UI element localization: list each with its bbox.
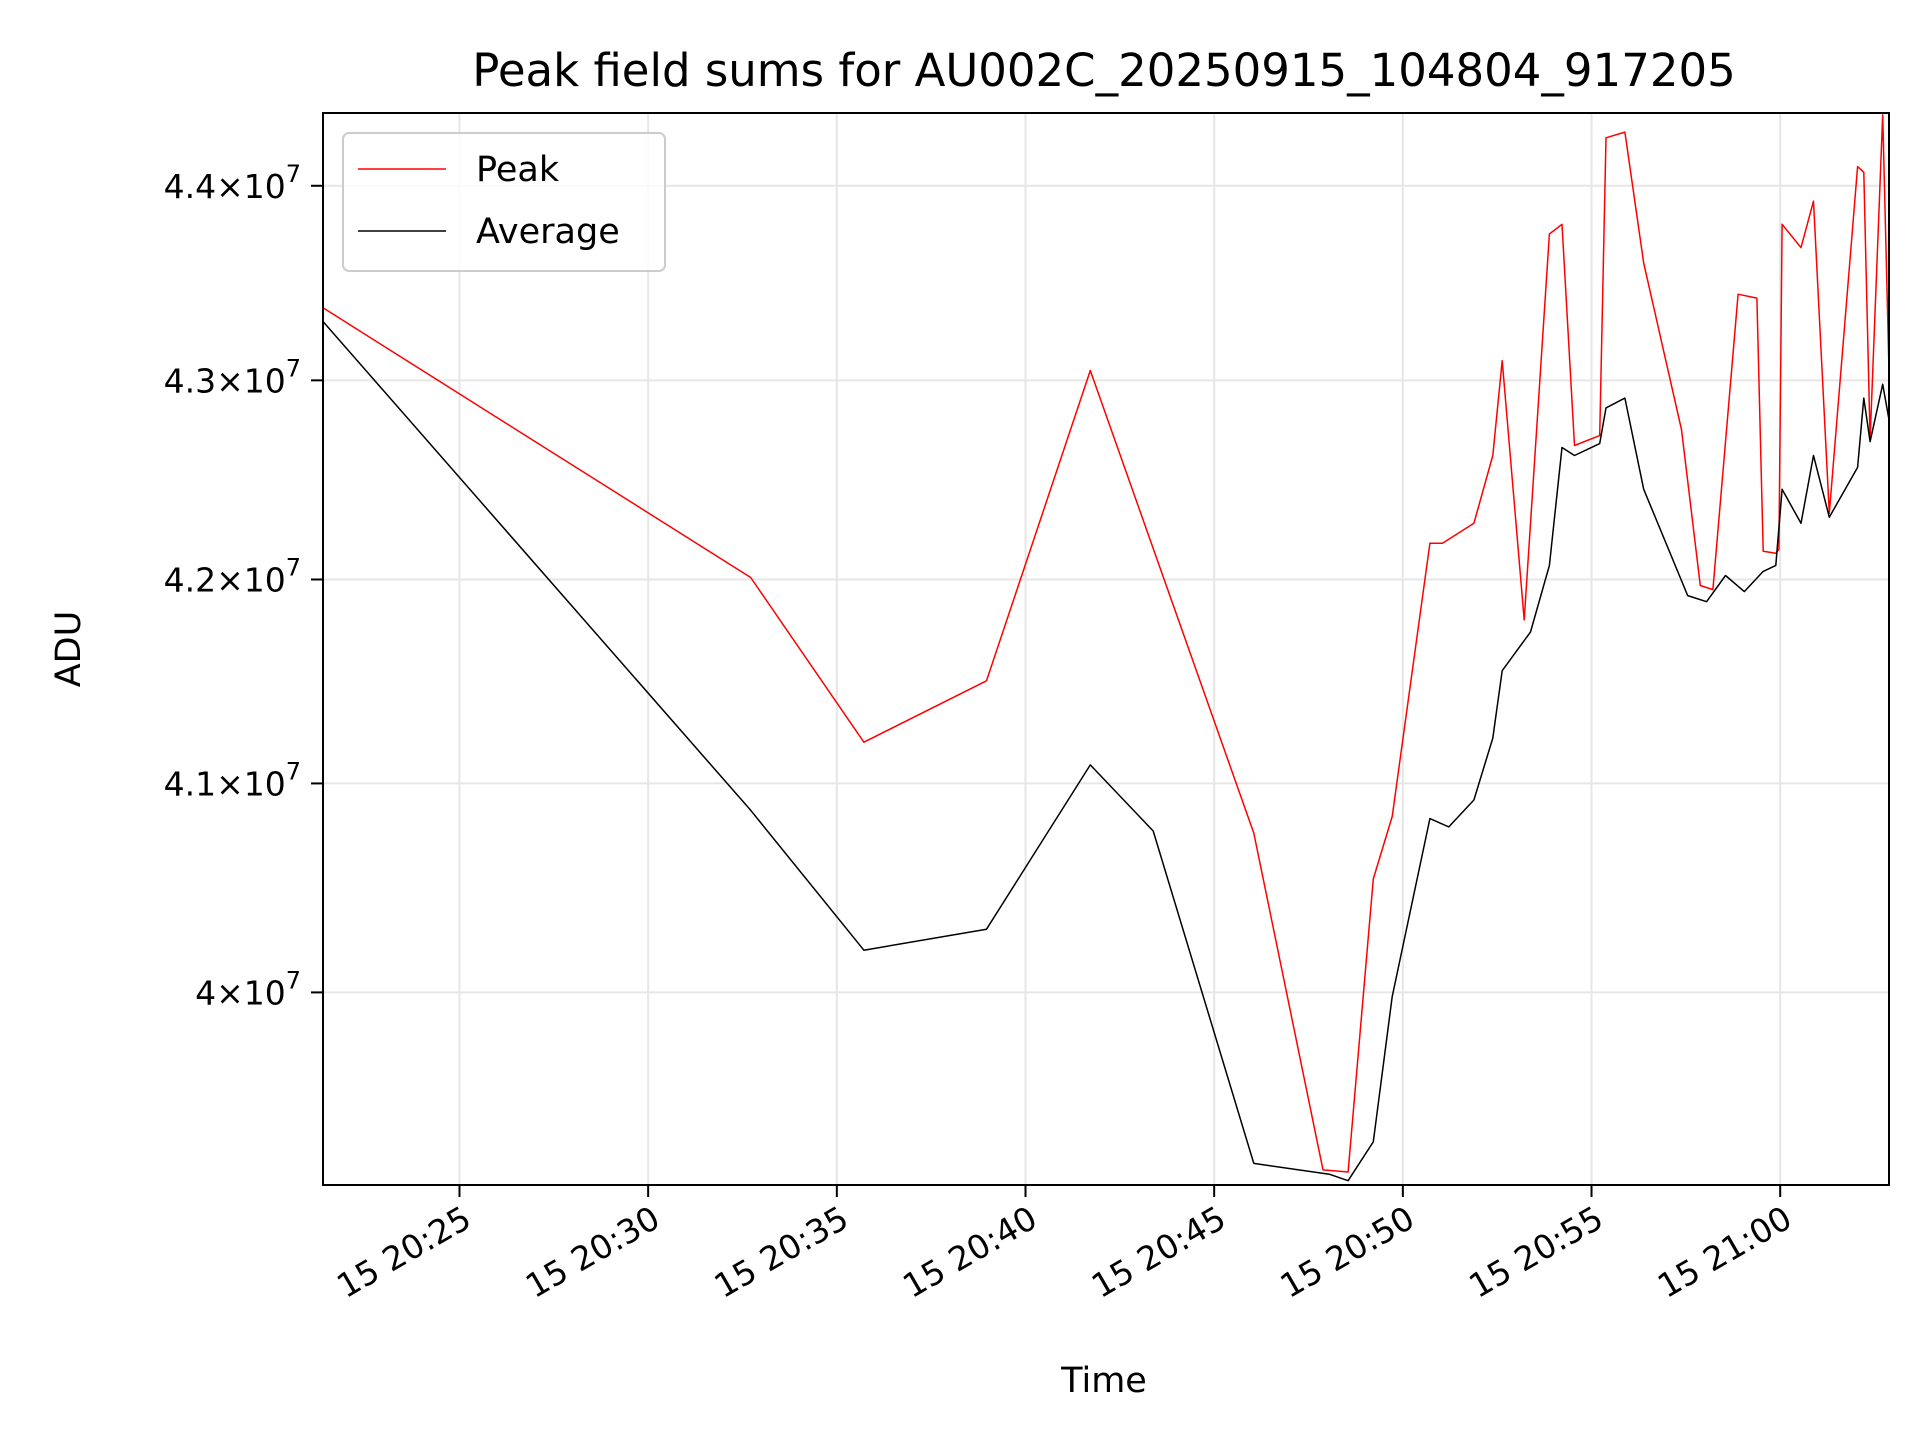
- y-tick-label: 4×107: [195, 966, 301, 1012]
- legend-box: [342, 132, 666, 272]
- series-line-peak: [323, 114, 1889, 1173]
- plot-frame: [322, 112, 1890, 1186]
- y-tick-label: 4.3×107: [164, 354, 301, 400]
- chart-title: Peak field sums for AU002C_20250915_1048…: [472, 44, 1735, 97]
- legend-label-average: Average: [476, 212, 620, 252]
- grid-lines: [323, 113, 1889, 1185]
- data-series: [323, 114, 1889, 1182]
- y-tick-label: 4.1×107: [164, 757, 301, 803]
- x-axis-label: Time: [1060, 1361, 1147, 1401]
- legend-label-peak: Peak: [476, 150, 560, 190]
- legend: Peak Average: [342, 132, 666, 272]
- y-axis-label: ADU: [49, 611, 89, 688]
- series-line-average: [323, 321, 1889, 1182]
- y-tick-label: 4.4×107: [164, 160, 301, 206]
- y-tick-label: 4.2×107: [164, 553, 301, 599]
